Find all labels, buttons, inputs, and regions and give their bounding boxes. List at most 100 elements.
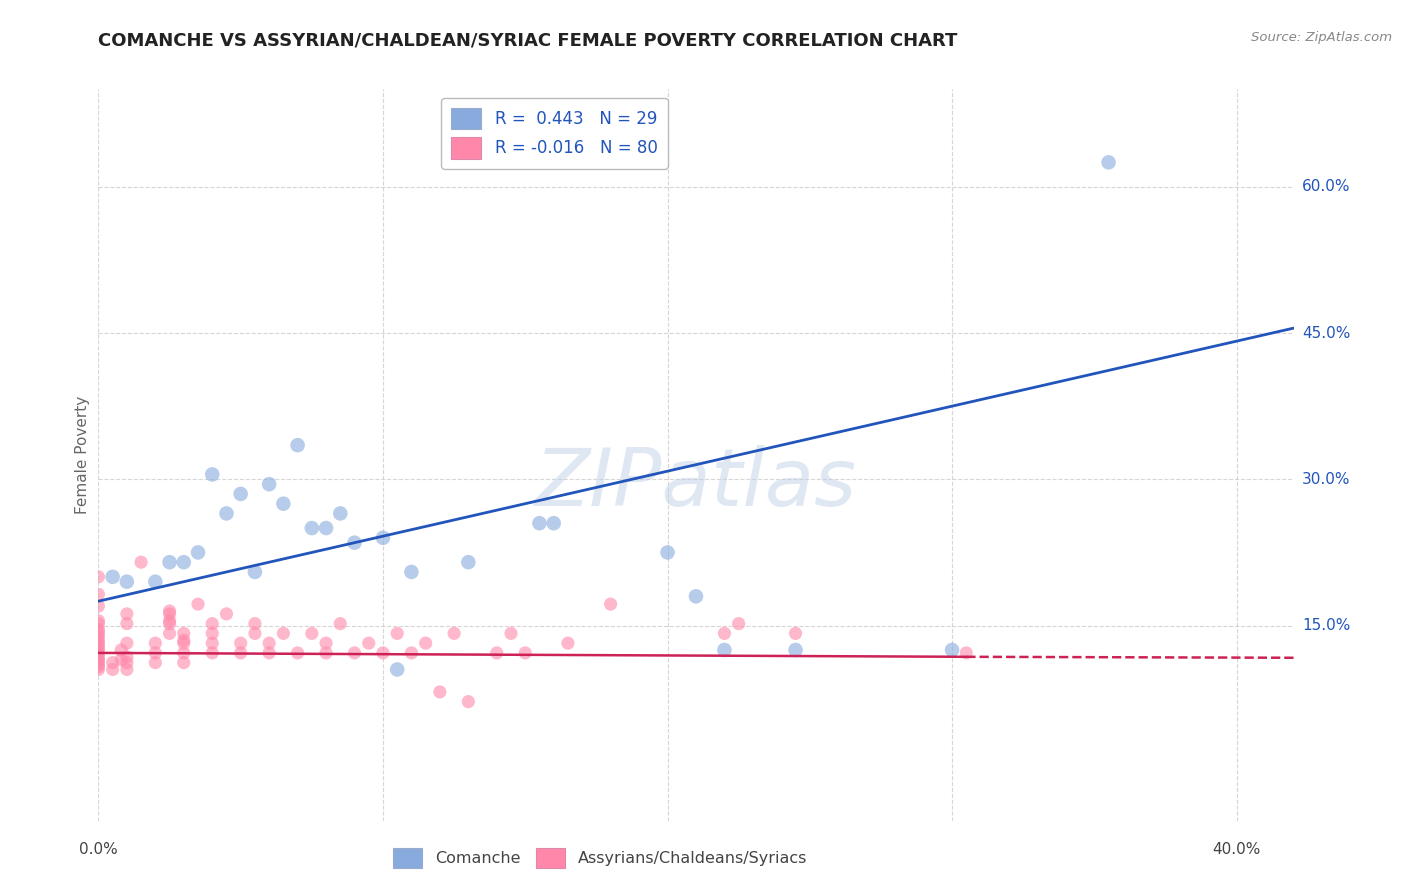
Point xyxy=(485,646,508,660)
Point xyxy=(243,616,266,631)
Point xyxy=(159,626,181,640)
Point xyxy=(115,636,138,650)
Point xyxy=(87,614,110,628)
Point xyxy=(115,663,138,677)
Point xyxy=(557,636,579,650)
Point xyxy=(529,516,551,531)
Point xyxy=(87,640,110,655)
Point xyxy=(727,616,749,631)
Point xyxy=(87,587,110,601)
Point xyxy=(173,636,195,650)
Point xyxy=(443,626,465,640)
Point xyxy=(87,663,110,677)
Point xyxy=(115,649,138,664)
Point xyxy=(87,653,110,667)
Point xyxy=(357,636,380,650)
Point xyxy=(87,649,110,664)
Point xyxy=(955,646,977,660)
Point xyxy=(371,646,394,660)
Point xyxy=(315,636,337,650)
Point xyxy=(713,643,735,657)
Point xyxy=(457,555,479,569)
Point xyxy=(657,545,679,559)
Text: 0.0%: 0.0% xyxy=(79,842,118,857)
Point xyxy=(115,574,138,589)
Point xyxy=(87,659,110,673)
Point xyxy=(599,597,621,611)
Point xyxy=(187,597,209,611)
Legend: Comanche, Assyrians/Chaldeans/Syriacs: Comanche, Assyrians/Chaldeans/Syriacs xyxy=(387,841,814,875)
Point xyxy=(87,657,110,672)
Point xyxy=(87,599,110,613)
Text: ZIPatlas: ZIPatlas xyxy=(534,445,858,524)
Point xyxy=(329,507,352,521)
Point xyxy=(129,555,152,569)
Point xyxy=(415,636,437,650)
Point xyxy=(329,616,352,631)
Point xyxy=(159,614,181,628)
Point xyxy=(143,636,166,650)
Point xyxy=(941,643,963,657)
Text: 15.0%: 15.0% xyxy=(1302,618,1350,633)
Point xyxy=(315,646,337,660)
Point xyxy=(287,646,309,660)
Text: 40.0%: 40.0% xyxy=(1212,842,1261,857)
Point xyxy=(173,656,195,670)
Point xyxy=(215,507,238,521)
Point xyxy=(515,646,537,660)
Point xyxy=(87,616,110,631)
Point xyxy=(173,646,195,660)
Point xyxy=(287,438,309,452)
Point xyxy=(685,590,707,604)
Point xyxy=(315,521,337,535)
Point xyxy=(215,607,238,621)
Point xyxy=(229,646,252,660)
Point xyxy=(273,626,295,640)
Text: 60.0%: 60.0% xyxy=(1302,179,1351,194)
Point xyxy=(785,643,807,657)
Point xyxy=(371,531,394,545)
Point xyxy=(301,626,323,640)
Point xyxy=(201,626,224,640)
Point xyxy=(87,632,110,647)
Point xyxy=(243,565,266,579)
Point xyxy=(343,646,366,660)
Point xyxy=(159,555,181,569)
Point xyxy=(143,574,166,589)
Point xyxy=(401,646,423,660)
Point xyxy=(173,555,195,569)
Point xyxy=(257,477,280,491)
Point xyxy=(87,570,110,584)
Point xyxy=(115,607,138,621)
Point xyxy=(101,663,124,677)
Point xyxy=(457,695,479,709)
Point xyxy=(229,487,252,501)
Point xyxy=(201,616,224,631)
Point xyxy=(201,646,224,660)
Point xyxy=(87,623,110,637)
Point xyxy=(201,636,224,650)
Point xyxy=(273,497,295,511)
Point xyxy=(87,647,110,661)
Text: Source: ZipAtlas.com: Source: ZipAtlas.com xyxy=(1251,31,1392,45)
Point xyxy=(110,653,132,667)
Point xyxy=(115,656,138,670)
Point xyxy=(87,644,110,658)
Point xyxy=(713,626,735,640)
Point xyxy=(87,635,110,649)
Text: 30.0%: 30.0% xyxy=(1302,472,1351,487)
Point xyxy=(429,685,451,699)
Point xyxy=(499,626,522,640)
Point xyxy=(115,616,138,631)
Point xyxy=(385,626,409,640)
Point xyxy=(301,521,323,535)
Point xyxy=(159,604,181,618)
Point xyxy=(87,638,110,652)
Point xyxy=(201,467,224,482)
Point xyxy=(101,570,124,584)
Point xyxy=(101,656,124,670)
Point xyxy=(1097,155,1119,169)
Point xyxy=(229,636,252,650)
Point xyxy=(143,656,166,670)
Point xyxy=(543,516,565,531)
